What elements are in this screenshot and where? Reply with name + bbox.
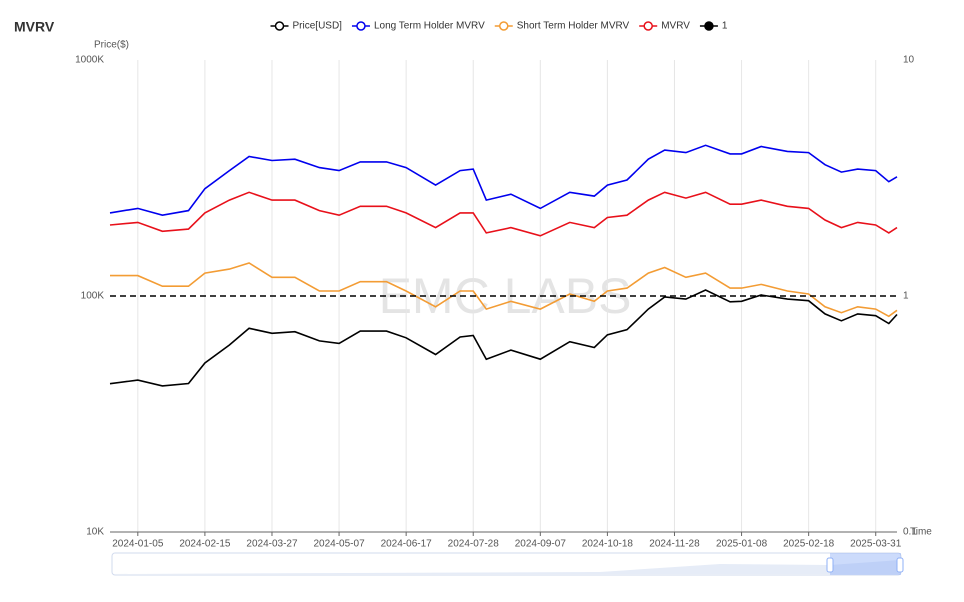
x-tick-label: 2024-01-05 xyxy=(112,539,164,550)
x-tick-label: 2024-06-17 xyxy=(381,539,433,550)
x-axis-label: Time xyxy=(910,527,932,538)
y-tick-label: 100K xyxy=(81,291,105,302)
y-axis-label: Price($) xyxy=(94,40,129,51)
legend-marker xyxy=(499,21,509,31)
y-tick-label: 1000K xyxy=(75,55,104,66)
legend-item[interactable]: Long Term Holder MVRV xyxy=(351,21,485,32)
series-line xyxy=(109,191,898,237)
x-tick-label: 2024-11-28 xyxy=(649,539,700,550)
chart-title: MVRV xyxy=(14,19,55,35)
legend-item[interactable]: 1 xyxy=(699,21,728,32)
legend-label: Short Term Holder MVRV xyxy=(517,21,630,32)
zoom-handle[interactable] xyxy=(826,557,834,573)
legend: Price[USD] Long Term Holder MVRV Short Ter… xyxy=(270,21,728,32)
legend-label: Price[USD] xyxy=(293,21,343,32)
x-tick-label: 2024-05-07 xyxy=(313,539,365,550)
legend-item[interactable]: Short Term Holder MVRV xyxy=(494,21,630,32)
x-tick-label: 2024-07-28 xyxy=(448,539,500,550)
zoom-window[interactable] xyxy=(830,553,901,575)
legend-label: 1 xyxy=(722,21,728,32)
y2-tick-label: 0.1 xyxy=(903,527,917,538)
zoom-preview xyxy=(112,560,900,574)
legend-label: Long Term Holder MVRV xyxy=(374,21,485,32)
legend-item[interactable]: MVRV xyxy=(639,21,690,32)
y-tick-label: 10K xyxy=(86,527,104,538)
x-tick-label: 2025-03-31 xyxy=(850,539,902,550)
legend-marker xyxy=(356,21,366,31)
x-tick-label: 2024-09-07 xyxy=(515,539,567,550)
series-line xyxy=(109,144,898,217)
series-line xyxy=(110,262,898,318)
legend-marker xyxy=(274,21,285,31)
y2-tick-label: 1 xyxy=(903,291,909,302)
legend-label: MVRV xyxy=(661,21,690,32)
x-tick-label: 2024-02-15 xyxy=(179,539,231,550)
legend-marker xyxy=(643,21,653,31)
legend-marker xyxy=(704,21,714,31)
x-tick-label: 2025-01-08 xyxy=(716,539,768,550)
y2-tick-label: 10 xyxy=(903,55,915,66)
zoom-handle[interactable] xyxy=(896,557,904,573)
series-line xyxy=(109,289,898,387)
data-zoom[interactable] xyxy=(111,552,904,576)
x-tick-label: 2024-10-18 xyxy=(582,539,634,550)
x-tick-label: 2024-03-27 xyxy=(246,539,298,550)
legend-item[interactable]: Price[USD] xyxy=(270,21,343,32)
x-tick-label: 2025-02-18 xyxy=(783,539,835,550)
